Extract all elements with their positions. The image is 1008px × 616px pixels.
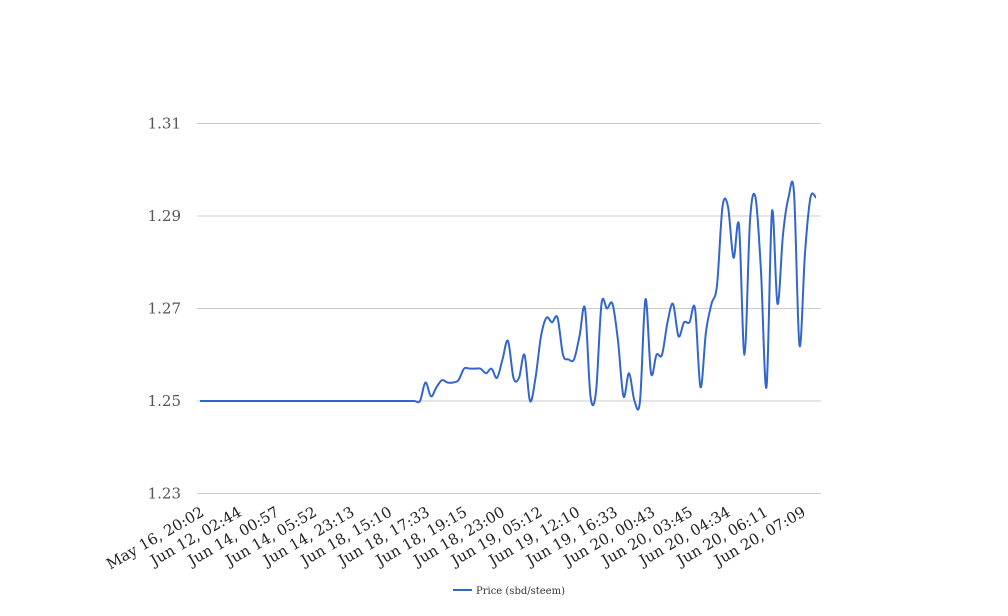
y-tick-label: 1.31 xyxy=(148,115,181,133)
legend-label: Price (sbd/steem) xyxy=(476,586,565,597)
y-tick-label: 1.23 xyxy=(148,485,181,503)
y-tick-label: 1.29 xyxy=(148,207,181,225)
gridlines xyxy=(197,123,821,494)
y-tick-label: 1.25 xyxy=(148,392,181,410)
y-axis-ticks: 1.31 1.29 1.27 1.25 1.23 xyxy=(148,115,181,503)
legend: Price (sbd/steem) xyxy=(453,586,565,597)
series-layer xyxy=(200,180,817,411)
y-tick-label: 1.27 xyxy=(148,300,181,318)
series-line-price xyxy=(200,180,817,411)
